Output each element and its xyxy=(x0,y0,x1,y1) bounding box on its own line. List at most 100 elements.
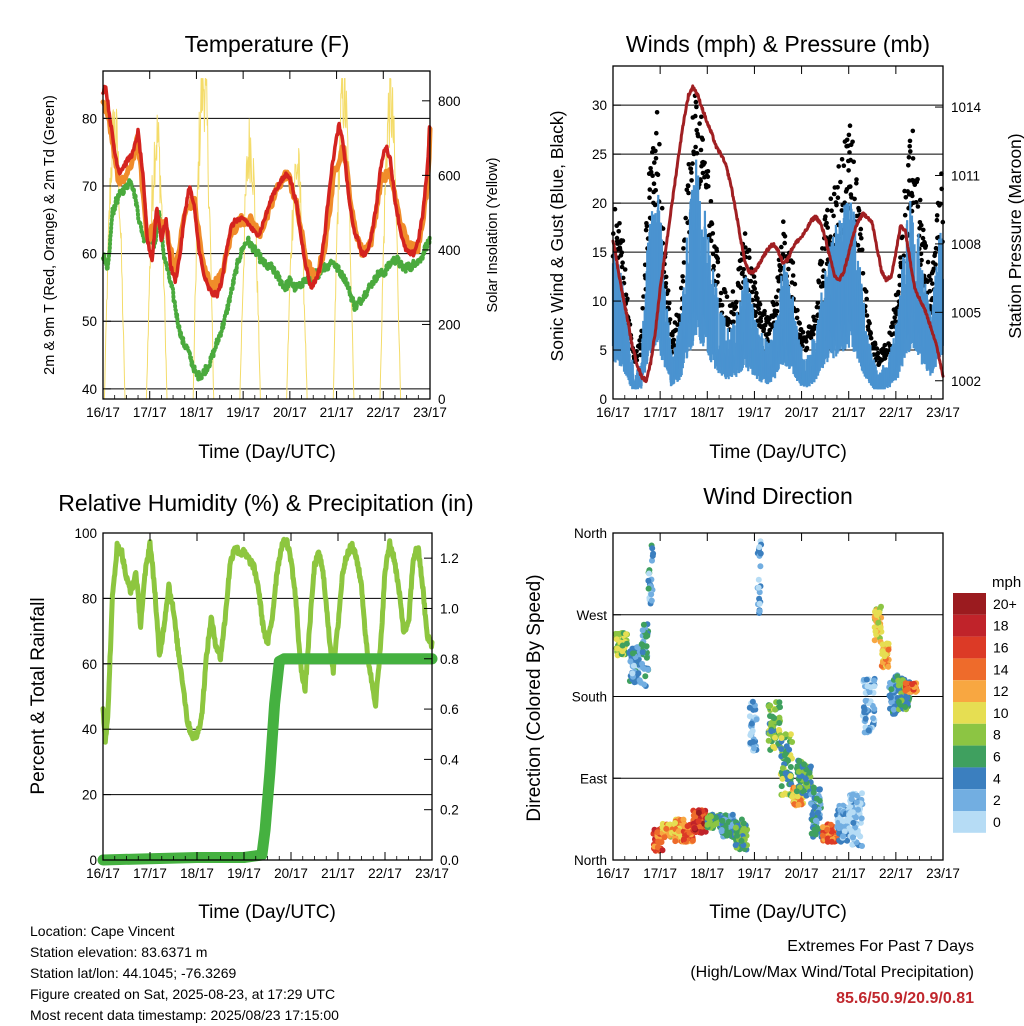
gust-point xyxy=(714,248,720,254)
gust-point xyxy=(614,235,620,241)
solar-insolation-line xyxy=(239,118,261,400)
gust-point xyxy=(780,252,786,257)
gust-point xyxy=(659,205,665,211)
direction-point xyxy=(871,677,878,684)
extremes-values: 85.6/50.9/20.9/0.81 xyxy=(836,990,974,1007)
winds-xtick-label: 19/17 xyxy=(738,405,772,420)
direction-point xyxy=(796,757,803,764)
winds-panel: Winds (mph) & Pressure (mb) 0 5 10 15 20 25 30… xyxy=(547,31,1024,463)
gust-point xyxy=(694,104,699,110)
gust-point xyxy=(790,273,796,278)
winds-ytick-label: 5 xyxy=(599,343,607,358)
gust-point xyxy=(751,274,757,279)
direction-point xyxy=(776,726,782,733)
direction-point xyxy=(888,686,895,693)
direction-point xyxy=(802,776,809,782)
gust-point xyxy=(681,246,686,251)
gust-point xyxy=(774,308,780,314)
direction-point xyxy=(895,677,902,684)
humidity-plot-frame xyxy=(102,532,433,861)
direction-point xyxy=(849,809,856,816)
gust-point xyxy=(790,260,796,265)
direction-point xyxy=(636,677,643,684)
colorbar-swatch xyxy=(953,593,986,615)
direction-xtick-label: 16/17 xyxy=(596,866,630,881)
solar-insolation-line xyxy=(145,114,168,400)
gust-point xyxy=(708,238,714,244)
direction-xlabel: Time (Day/UTC) xyxy=(709,902,847,923)
direction-point xyxy=(645,577,652,584)
direction-point xyxy=(778,746,785,752)
direction-point xyxy=(675,828,682,835)
gust-point xyxy=(901,253,907,258)
winds-xtick-label: 18/17 xyxy=(690,405,724,420)
direction-point xyxy=(812,817,819,824)
colorbar-swatch xyxy=(953,811,986,833)
direction-point xyxy=(853,814,859,821)
gust-point xyxy=(683,215,688,221)
direction-point xyxy=(629,650,636,657)
direction-point xyxy=(882,651,889,658)
gust-point xyxy=(655,172,661,178)
gust-point xyxy=(834,202,839,208)
gust-point xyxy=(868,335,874,341)
direction-point xyxy=(723,832,730,839)
gust-point xyxy=(820,274,826,280)
humidity-ytick-label: 20 xyxy=(82,788,97,803)
direction-point xyxy=(658,839,665,846)
direction-point xyxy=(816,786,823,793)
gust-point xyxy=(617,221,622,226)
direction-xtick-label: 23/17 xyxy=(926,866,960,881)
gust-point xyxy=(724,294,730,300)
direction-point xyxy=(623,631,629,638)
direction-point xyxy=(787,773,794,780)
gust-point xyxy=(690,161,695,166)
gust-point xyxy=(689,170,694,175)
gust-point xyxy=(739,257,744,263)
winds-y2tick-label: 1002 xyxy=(951,374,981,389)
direction-point xyxy=(795,768,802,775)
direction-point xyxy=(857,819,864,826)
gust-point xyxy=(917,197,923,203)
winds-ytick-label: 0 xyxy=(599,392,607,407)
direction-point xyxy=(643,654,650,661)
direction-point xyxy=(640,642,647,649)
direction-point xyxy=(646,570,652,577)
direction-point xyxy=(852,824,859,831)
temperature-xtick-label: 22/17 xyxy=(366,405,400,420)
gust-point xyxy=(619,250,625,255)
gust-point xyxy=(685,183,691,189)
gust-point xyxy=(900,234,905,240)
gust-point xyxy=(859,235,864,241)
direction-point xyxy=(649,557,655,564)
direction-point xyxy=(789,739,796,745)
direction-point xyxy=(780,791,786,798)
gust-point xyxy=(657,141,662,147)
gust-point xyxy=(797,321,802,326)
direction-ytick-label: North xyxy=(574,526,607,541)
humidity-ytick-label: 60 xyxy=(82,657,97,672)
direction-point xyxy=(872,628,879,635)
gust-point xyxy=(680,278,686,284)
gust-point xyxy=(846,168,851,173)
temperature-ylabel: 2m & 9m T (Red, Orange) & 2m Td (Green) xyxy=(42,95,58,375)
direction-point xyxy=(863,676,870,683)
direction-point xyxy=(782,731,789,738)
direction-point xyxy=(634,644,641,651)
direction-point xyxy=(750,738,757,745)
gust-point xyxy=(651,181,657,186)
gust-point xyxy=(848,184,853,189)
gust-point xyxy=(835,185,840,190)
gust-point xyxy=(931,266,937,272)
direction-point xyxy=(890,706,897,713)
gust-point xyxy=(839,157,845,162)
direction-point xyxy=(858,815,865,822)
gust-point xyxy=(844,137,850,143)
direction-point xyxy=(635,670,642,677)
gust-point xyxy=(686,162,692,167)
direction-point xyxy=(787,764,794,770)
direction-point xyxy=(853,799,860,806)
gust-point xyxy=(897,273,902,279)
direction-point xyxy=(869,702,876,709)
gust-point xyxy=(846,132,852,138)
